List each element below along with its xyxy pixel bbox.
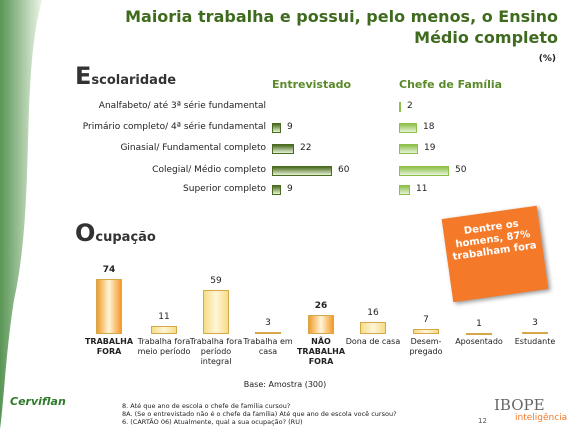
- bar: [96, 278, 122, 334]
- bar: [255, 331, 281, 334]
- bar: [272, 123, 281, 133]
- callout: Dentre os homens, 87% trabalham fora: [441, 205, 549, 303]
- value-label: 2: [407, 101, 413, 111]
- bar: [466, 333, 492, 336]
- category-label: TRABALHA FORA: [84, 337, 134, 356]
- category-label: Primário completo/ 4ª série fundamental: [82, 122, 266, 132]
- value-label: 3: [532, 317, 538, 328]
- bar: [272, 185, 281, 195]
- bar: [272, 144, 294, 154]
- value-label: 18: [423, 122, 435, 132]
- page-number: 12: [478, 417, 487, 425]
- logo: Cerviflan: [10, 395, 66, 408]
- bar: [399, 144, 418, 154]
- bar: [413, 328, 439, 334]
- value-label: 1: [476, 319, 482, 330]
- value-label: 11: [158, 311, 170, 322]
- bar: [399, 102, 401, 112]
- bar: [399, 166, 449, 176]
- legend-label: Entrevistado: [272, 78, 352, 91]
- value-label: 22: [300, 143, 312, 153]
- category-label: Aposentado: [455, 337, 503, 346]
- brand: IBOPE: [494, 396, 545, 414]
- value-label: 59: [210, 275, 222, 286]
- category-label: Dona de casa: [345, 337, 401, 346]
- footnote: 8A. (Se o entrevistado não é o chefe da …: [122, 410, 397, 418]
- bar: [399, 185, 410, 195]
- bar: [308, 314, 334, 334]
- value-label: 26: [314, 300, 328, 311]
- value-label: 19: [424, 143, 436, 153]
- bar: [522, 331, 548, 334]
- value-label: 9: [287, 122, 293, 132]
- bar: [151, 325, 177, 334]
- category-label: Ginasial/ Fundamental completo: [120, 143, 266, 153]
- footnote: 8. Até que ano de escola o chefe de famí…: [122, 402, 291, 410]
- section-title: Ocupação: [75, 219, 156, 247]
- category-label: Colegial/ Médio completo: [152, 165, 266, 175]
- legend-label: Chefe de Família: [399, 78, 503, 91]
- value-label: 16: [367, 308, 379, 318]
- category-label: Analfabeto/ até 3ª série fundamental: [98, 101, 266, 111]
- footnote: 6. (CARTÃO 06) Atualmente, qual a sua oc…: [122, 418, 303, 426]
- value-label: 50: [455, 165, 467, 175]
- value-label: 74: [102, 264, 116, 275]
- category-label: Trabalha fora período integral: [189, 337, 243, 366]
- base-note: Base: Amostra (300): [243, 380, 327, 389]
- value-label: 7: [423, 314, 429, 325]
- slide-title: Maioria trabalha e possui, pelo menos, o…: [125, 7, 558, 47]
- bar: [203, 289, 229, 334]
- bar: [360, 322, 386, 334]
- category-label: Trabalha fora meio período: [137, 337, 191, 356]
- brand-sub: inteligência: [515, 413, 568, 423]
- value-label: 60: [338, 165, 350, 175]
- left-decoration: [0, 0, 42, 429]
- category-label: Desem-pregado: [409, 337, 443, 356]
- section-title: Escolaridade: [75, 62, 177, 90]
- unit-label: (%): [538, 54, 556, 64]
- category-label: Estudante: [514, 337, 556, 346]
- category-label: Superior completo: [183, 184, 266, 194]
- category-label: NÃO TRABALHA FORA: [296, 337, 346, 366]
- value-label: 9: [287, 184, 293, 194]
- bar: [399, 123, 417, 133]
- value-label: 11: [416, 184, 428, 194]
- bar: [272, 166, 332, 176]
- value-label: 3: [265, 317, 271, 328]
- category-label: Trabalha em casa: [243, 337, 293, 356]
